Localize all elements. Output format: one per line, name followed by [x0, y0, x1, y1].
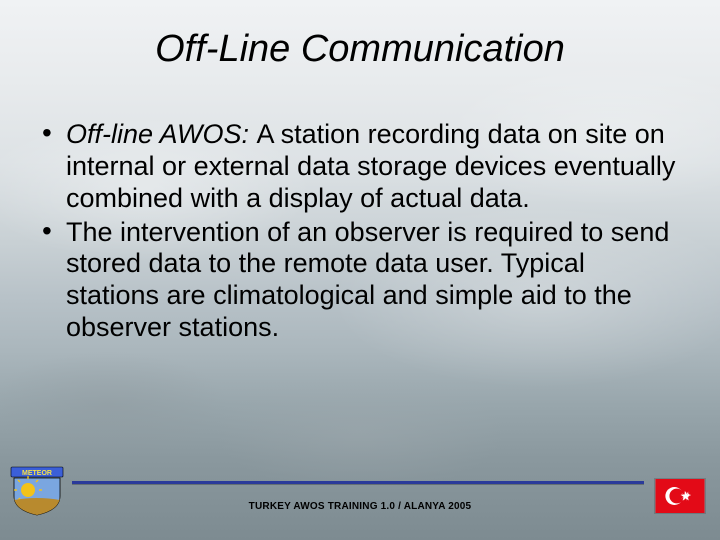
bullet-list: Off-line AWOS: A station recording data … — [40, 119, 680, 344]
bullet-item: The intervention of an observer is requi… — [40, 217, 680, 344]
turkey-flag-icon — [654, 478, 706, 514]
footer-divider — [72, 481, 644, 484]
slide: Off-Line Communication Off-line AWOS: A … — [0, 0, 720, 540]
bullet-text: The intervention of an observer is requi… — [66, 217, 669, 343]
slide-title: Off-Line Communication — [40, 28, 680, 71]
footer-text: TURKEY AWOS TRAINING 1.0 / ALANYA 2005 — [0, 501, 720, 512]
slide-footer: METEOR TURKEY AWOS TRAINING 1.0 / ALANYA… — [0, 462, 720, 522]
bullet-item: Off-line AWOS: A station recording data … — [40, 119, 680, 215]
svg-text:METEOR: METEOR — [22, 470, 52, 477]
bullet-lead: Off-line AWOS: — [66, 119, 257, 149]
